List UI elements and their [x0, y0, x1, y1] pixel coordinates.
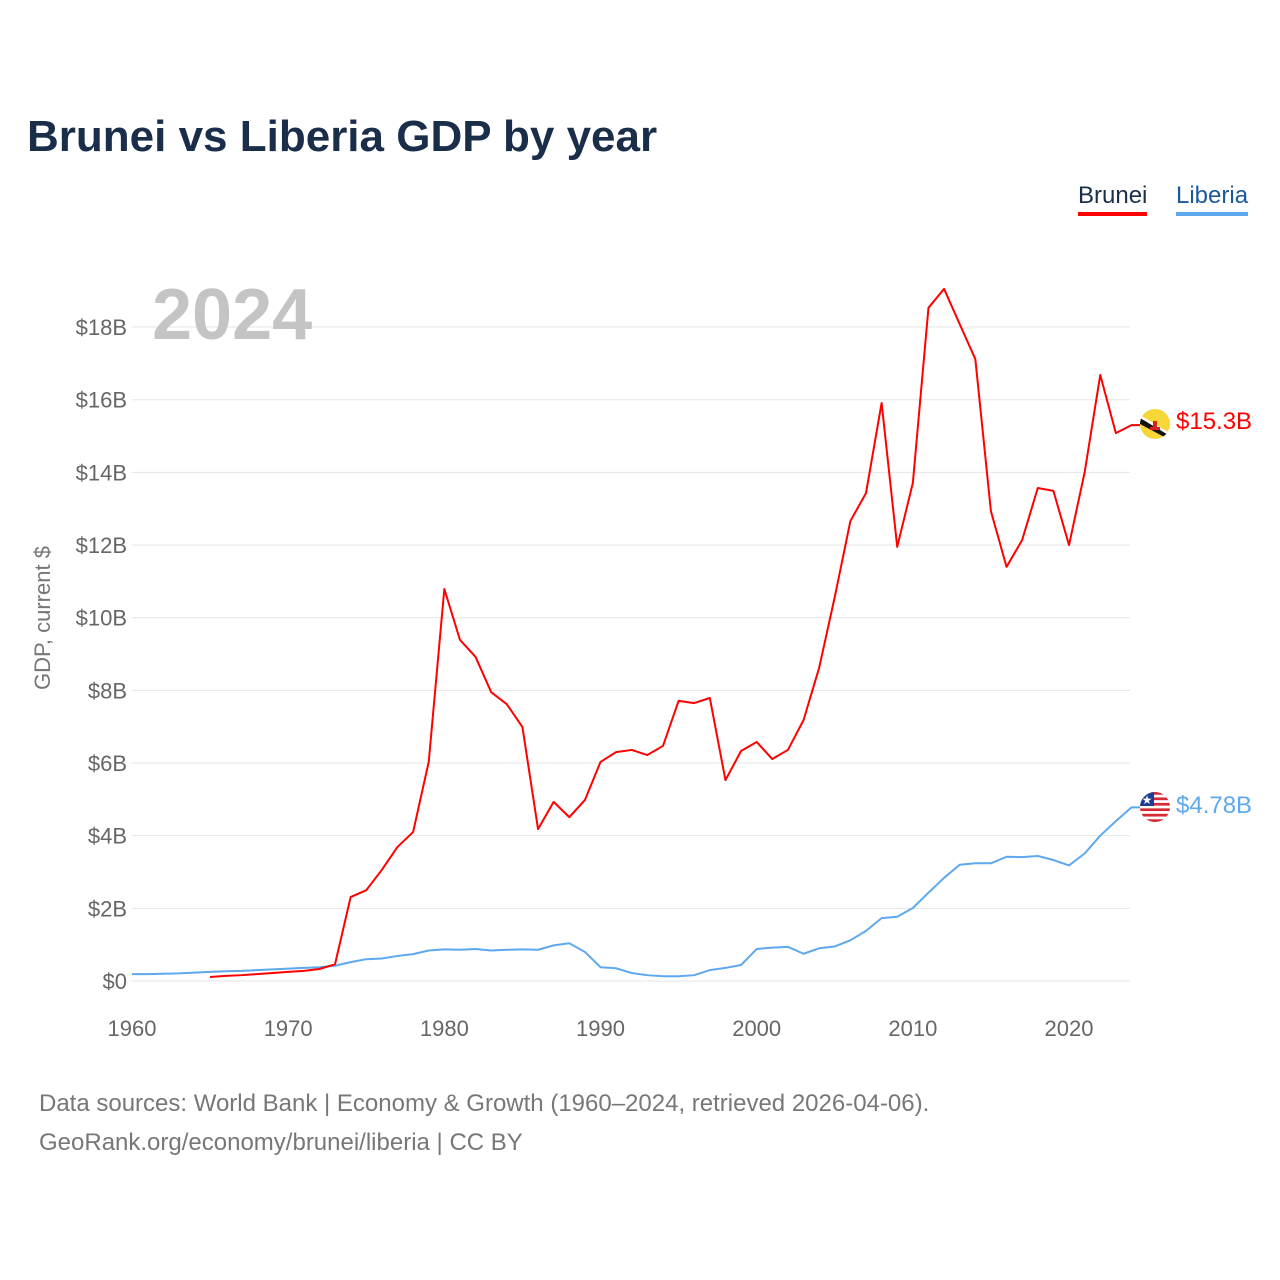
liberia-series-line [132, 806, 1140, 978]
attribution-link[interactable]: GeoRank.org/economy/brunei/liberia | CC … [39, 1129, 523, 1156]
legend-liberia[interactable]: Liberia [1176, 182, 1249, 216]
y-tick-label: $6B [88, 751, 127, 776]
y-tick-label: $0 [103, 969, 127, 994]
y-tick-label: $18B [76, 315, 127, 340]
y-tick-label: $14B [76, 460, 127, 485]
y-tick-label: $10B [76, 606, 127, 631]
y-tick-label: $12B [76, 533, 127, 558]
y-tick-label: $16B [76, 388, 127, 413]
x-tick-label: 2000 [732, 1016, 781, 1041]
y-tick-label: $4B [88, 824, 127, 849]
brunei-series-line [210, 287, 1140, 979]
chart-title: Brunei vs Liberia GDP by year [27, 112, 658, 161]
x-tick-label: 1990 [576, 1016, 625, 1041]
y-tick-label: $8B [88, 678, 127, 703]
brunei-flag-icon [1140, 409, 1170, 439]
x-tick-label: 1970 [264, 1016, 313, 1041]
x-tick-label: 1960 [108, 1016, 157, 1041]
brunei-end-label: $15.3B [1176, 408, 1252, 435]
liberia-flag-icon: ★ [1140, 792, 1170, 822]
source-text: Data sources: World Bank | Economy & Gro… [39, 1090, 930, 1117]
x-tick-label: 2020 [1045, 1016, 1094, 1041]
year-watermark: 2024 [152, 275, 312, 355]
footer: Data sources: World Bank | Economy & Gro… [39, 1084, 929, 1162]
x-tick-label: 1980 [420, 1016, 469, 1041]
x-tick-label: 2010 [888, 1016, 937, 1041]
y-tick-label: $2B [88, 896, 127, 921]
liberia-end-label: $4.78B [1176, 792, 1252, 819]
svg-text:★: ★ [1142, 793, 1153, 807]
legend-brunei[interactable]: Brunei [1078, 182, 1148, 216]
y-axis-label: GDP, current $ [30, 546, 55, 690]
